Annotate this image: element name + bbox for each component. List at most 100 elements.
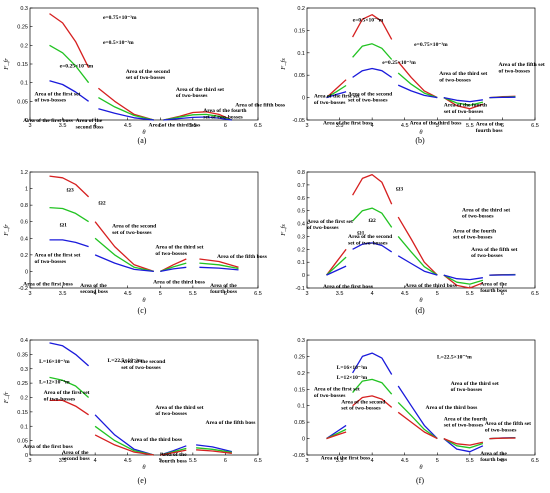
x-tick-label: 6.5 [254, 291, 262, 297]
annotation-label: Area of the first boss [23, 282, 73, 288]
x-tick-label: 5.5 [189, 123, 197, 129]
x-tick-label: 4 [371, 291, 374, 297]
annotation-label: Ω3 [66, 188, 73, 194]
series-line-blue [160, 266, 187, 273]
panel-label: (d) [415, 306, 425, 315]
plot-frame [306, 7, 536, 121]
annotation-label: Area of the third boss [405, 283, 458, 289]
x-axis-label: θ [142, 297, 146, 304]
x-tick-label: 6.5 [254, 458, 262, 464]
series-line-green [163, 113, 233, 121]
x-tick-label: 5 [436, 123, 439, 129]
panel-label: (c) [138, 306, 147, 315]
series-line-red [160, 258, 187, 272]
annotation-label: Area of the third set of two-bosses [155, 405, 203, 417]
x-axis-label: θ [419, 129, 423, 136]
annotation-label: Area of the first set of two-bosses [35, 253, 81, 265]
annotation-label: Area of the fifth boss [217, 254, 268, 260]
annotation-label: Area of the fourth set of two-bosses [453, 228, 497, 240]
annotation-label: Area of the fourth boss [480, 282, 508, 294]
annotation-label: Area of the second set of two-bosses [126, 69, 171, 81]
annotation-label: Area of the first boss [321, 456, 371, 462]
x-tick-label: 5 [159, 458, 162, 464]
annotation-label: L=16×10⁻³m [337, 365, 368, 371]
annotation-label: Ω2 [98, 200, 105, 206]
series-line-blue [49, 342, 90, 367]
annotation-label: L=12×10⁻³m [39, 380, 70, 386]
x-tick-label: 3.5 [336, 458, 344, 464]
series-line-green [352, 207, 393, 228]
panel-label: (f) [416, 476, 424, 485]
x-tick-label: 6.5 [531, 123, 539, 129]
series-line-blue [196, 444, 233, 453]
y-tick-label: 0.4 [20, 236, 28, 242]
annotation-label: Area of the fifth boss [206, 420, 257, 426]
annotation-label: Area of the first boss [23, 444, 73, 450]
y-tick-label: -0.05 [292, 118, 305, 124]
annotation-label: Area of the third set of two-bosses [439, 71, 487, 83]
annotation-label: Area of the fourth boss [160, 452, 188, 464]
annotation-label: L=16×10⁻³m [39, 359, 70, 365]
x-tick-label: 4.5 [124, 291, 132, 297]
annotation-label: Area of the third set of two-bosses [176, 87, 224, 99]
x-tick-label: 4 [371, 123, 374, 129]
series-line-blue [397, 84, 438, 99]
series-line-green [443, 274, 484, 285]
y-tick-label: 0.3 [20, 367, 28, 373]
annotation-label: Area of the third set of two-bosses [451, 381, 499, 393]
x-tick-label: 6.5 [254, 123, 262, 129]
annotation-label: L=22.5×10⁻³m [108, 358, 143, 364]
y-axis-label: F_fr [3, 58, 10, 71]
x-tick-label: 4.5 [401, 458, 409, 464]
series-line-blue [199, 266, 239, 271]
annotation-label: Area of the second boss [80, 283, 109, 295]
x-axis-label: θ [419, 464, 423, 471]
series-line-red [196, 449, 232, 454]
series-line-blue [397, 385, 438, 440]
series-line-green [397, 72, 438, 99]
series-line-blue [352, 67, 393, 78]
x-tick-label: 6 [501, 123, 504, 129]
x-tick-label: 3 [28, 123, 31, 129]
annotation-label: Area of the fourth boss [476, 122, 504, 134]
annotation-label: e=0.5×10⁻³m [353, 17, 384, 23]
x-tick-label: 5.5 [466, 123, 474, 129]
series-line-green [352, 43, 393, 60]
y-tick-label: 0.6 [297, 196, 305, 202]
series-line-red [325, 248, 347, 276]
y-tick-label: 1 [25, 187, 28, 193]
series-line-red [97, 87, 154, 121]
series-line-green [352, 378, 393, 395]
annotation-label: Area of the fourth set of two-bosses [444, 103, 488, 115]
annotation-label: L=22.5×10⁻³m [437, 354, 472, 360]
plot-frame [29, 171, 259, 289]
y-tick-label: 0.6 [20, 220, 28, 226]
chart-panel-d: 3 3.5 4 4.5 5 5.5 6 6.5 -0.1 0 0.1 0.2 0.3 0.4 0.5 0.6 0… [280, 170, 539, 315]
y-tick-label: 0.2 [20, 43, 28, 49]
annotation-label: Area of the fifth set of two-bosses [485, 421, 531, 433]
x-tick-label: 6.5 [531, 458, 539, 464]
series-line-green [443, 438, 484, 449]
x-tick-label: 5 [436, 291, 439, 297]
annotation-label: Area of the first set of two-bosses [314, 94, 360, 106]
y-tick-label: 0.25 [17, 381, 28, 387]
annotation-label: Area of the third set of two-bosses [462, 207, 510, 219]
x-tick-label: 3.5 [59, 123, 67, 129]
series-line-blue [352, 352, 393, 375]
x-tick-label: 3.5 [336, 123, 344, 129]
y-tick-label: -0.05 [292, 453, 305, 459]
x-tick-label: 6 [224, 123, 227, 129]
annotation-label: e=0.25×10⁻³m [60, 63, 94, 69]
y-tick-label: 0.3 [20, 6, 28, 12]
y-axis-label: F_fs [280, 224, 287, 237]
series-line-blue [49, 80, 89, 102]
annotation-label: Area of the fourth set of two-bosses [444, 417, 488, 429]
x-tick-label: 3 [28, 458, 31, 464]
x-tick-label: 6 [224, 458, 227, 464]
y-tick-label: 0.3 [297, 234, 305, 240]
y-tick-label: 0.05 [17, 439, 28, 445]
annotation-label: Area of the second set of two-bosses [348, 234, 393, 246]
series-line-blue [443, 274, 483, 281]
series-line-blue [326, 265, 347, 276]
y-tick-label: 0.1 [297, 260, 305, 266]
